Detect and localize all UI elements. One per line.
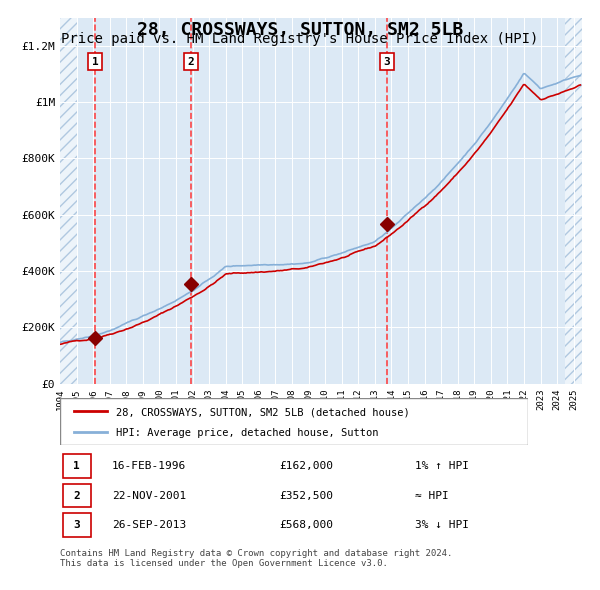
- Text: 2: 2: [188, 57, 194, 67]
- Text: 16-FEB-1996: 16-FEB-1996: [112, 461, 187, 471]
- Text: ≈ HPI: ≈ HPI: [415, 491, 449, 500]
- Text: £568,000: £568,000: [279, 520, 333, 530]
- Text: £352,500: £352,500: [279, 491, 333, 500]
- Text: 1% ↑ HPI: 1% ↑ HPI: [415, 461, 469, 471]
- Text: 26-SEP-2013: 26-SEP-2013: [112, 520, 187, 530]
- FancyBboxPatch shape: [60, 398, 528, 445]
- Text: 1: 1: [73, 461, 80, 471]
- Text: Contains HM Land Registry data © Crown copyright and database right 2024.
This d: Contains HM Land Registry data © Crown c…: [60, 549, 452, 568]
- Text: HPI: Average price, detached house, Sutton: HPI: Average price, detached house, Sutt…: [116, 428, 379, 438]
- Bar: [565, 18, 582, 384]
- FancyBboxPatch shape: [62, 484, 91, 507]
- Text: 2: 2: [73, 491, 80, 500]
- FancyBboxPatch shape: [62, 454, 91, 478]
- Text: 3: 3: [73, 520, 80, 530]
- Bar: [565, 18, 582, 384]
- Text: £162,000: £162,000: [279, 461, 333, 471]
- Bar: [60, 18, 77, 384]
- Text: 28, CROSSWAYS, SUTTON, SM2 5LB (detached house): 28, CROSSWAYS, SUTTON, SM2 5LB (detached…: [116, 408, 410, 417]
- Text: 28, CROSSWAYS, SUTTON, SM2 5LB: 28, CROSSWAYS, SUTTON, SM2 5LB: [137, 21, 463, 39]
- Text: Price paid vs. HM Land Registry's House Price Index (HPI): Price paid vs. HM Land Registry's House …: [61, 32, 539, 47]
- FancyBboxPatch shape: [62, 513, 91, 537]
- Bar: [60, 18, 77, 384]
- Text: 3: 3: [383, 57, 391, 67]
- Text: 3% ↓ HPI: 3% ↓ HPI: [415, 520, 469, 530]
- Text: 1: 1: [92, 57, 98, 67]
- Text: 22-NOV-2001: 22-NOV-2001: [112, 491, 187, 500]
